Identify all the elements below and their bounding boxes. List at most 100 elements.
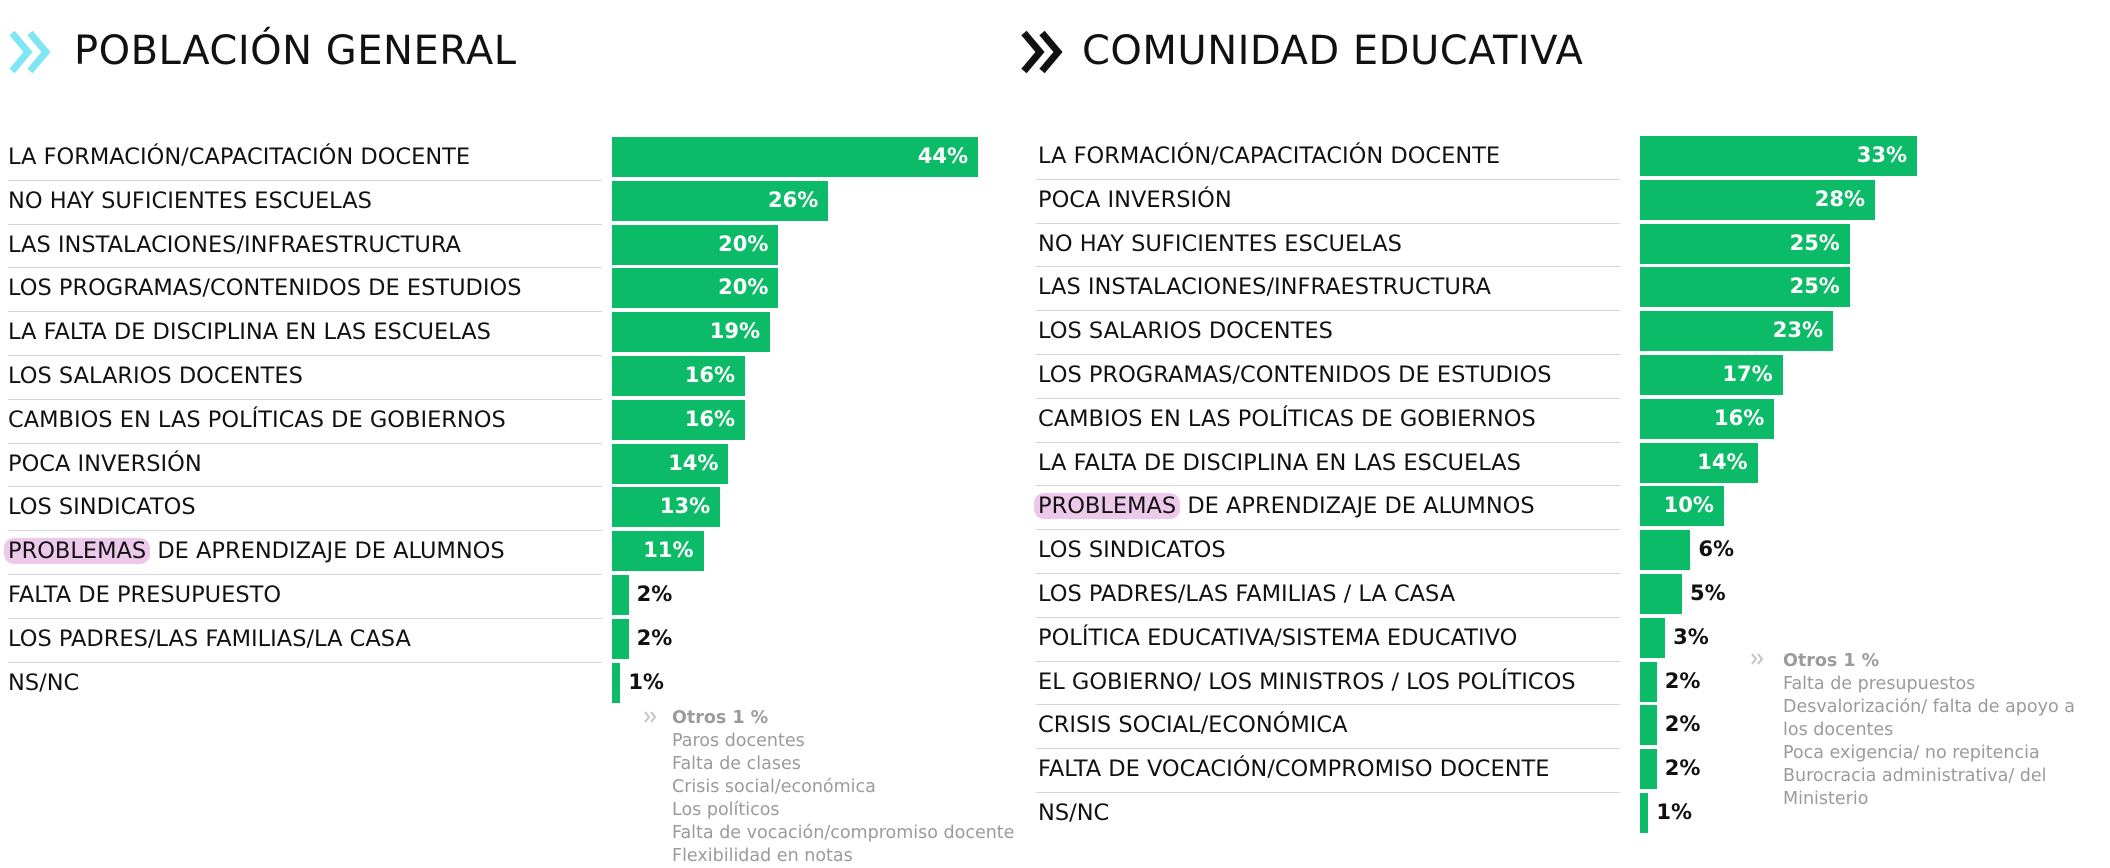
bar bbox=[1640, 398, 1775, 439]
value-label: 16% bbox=[684, 363, 736, 387]
category-label: LOS SALARIOS DOCENTES bbox=[1038, 318, 1333, 345]
bar bbox=[1640, 486, 1724, 527]
bar bbox=[1640, 136, 1917, 176]
bar bbox=[1640, 574, 1682, 614]
category-label: LOS PADRES/LAS FAMILIAS / LA CASA bbox=[1038, 581, 1456, 607]
double-chevron-right-icon bbox=[9, 30, 51, 74]
bar bbox=[612, 312, 771, 353]
value-label: 14% bbox=[1697, 449, 1748, 474]
category-label: CAMBIOS EN LAS POLÍTICAS DE GOBIERNOS bbox=[1038, 405, 1536, 432]
otros-note-item: Desvalorización/ falta de apoyo a bbox=[1783, 697, 2075, 717]
row-divider bbox=[8, 486, 602, 488]
row-divider bbox=[8, 223, 602, 225]
bar bbox=[612, 618, 629, 659]
panel-title: COMUNIDAD EDUCATIVA bbox=[1082, 28, 1584, 74]
otros-note-item: Poca exigencia/ no repitencia bbox=[1783, 743, 2040, 763]
value-label: 10% bbox=[1663, 493, 1714, 518]
bar bbox=[1640, 442, 1758, 483]
category-label: LA FALTA DE DISCIPLINA EN LAS ESCUELAS bbox=[8, 319, 491, 346]
row-divider bbox=[1036, 354, 1620, 355]
row-divider bbox=[8, 267, 602, 269]
value-label: 19% bbox=[709, 319, 761, 344]
row-divider bbox=[8, 311, 602, 313]
category-label: PROBLEMAS DE APRENDIZAJE DE ALUMNOS bbox=[4, 537, 505, 565]
otros-note-item: Paros docentes bbox=[672, 731, 805, 751]
otros-note-item: Burocracia administrativa/ del bbox=[1783, 766, 2047, 786]
highlight-marker: PROBLEMAS bbox=[4, 538, 151, 565]
value-label: 13% bbox=[659, 494, 711, 519]
category-label: PROBLEMAS DE APRENDIZAJE DE ALUMNOS bbox=[1034, 492, 1535, 520]
value-label: 28% bbox=[1814, 186, 1866, 211]
value-label: 3% bbox=[1673, 624, 1709, 649]
value-label: 23% bbox=[1772, 318, 1824, 343]
row-divider bbox=[8, 355, 602, 356]
row-divider bbox=[8, 179, 602, 181]
value-label: 25% bbox=[1789, 274, 1840, 299]
category-label: LAS INSTALACIONES/INFRAESTRUCTURA bbox=[1038, 274, 1491, 301]
row-divider bbox=[1036, 441, 1620, 443]
category-label: LA FORMACIÓN/CAPACITACIÓN DOCENTE bbox=[1038, 143, 1501, 169]
category-label: CAMBIOS EN LAS POLÍTICAS DE GOBIERNOS bbox=[8, 406, 506, 433]
value-label: 2% bbox=[1664, 668, 1701, 693]
category-label: FALTA DE PRESUPUESTO bbox=[8, 582, 282, 608]
bar bbox=[1640, 355, 1783, 395]
highlight-marker: PROBLEMAS bbox=[1034, 493, 1181, 520]
value-label: 2% bbox=[636, 625, 673, 650]
otros-note-item: los docentes bbox=[1783, 720, 1894, 740]
value-label: 16% bbox=[684, 406, 736, 431]
value-label: 20% bbox=[718, 231, 769, 256]
value-label: 6% bbox=[1698, 537, 1735, 562]
category-label: LOS SINDICATOS bbox=[8, 494, 196, 521]
row-divider bbox=[8, 661, 602, 663]
row-divider bbox=[1036, 222, 1620, 224]
value-label: 14% bbox=[668, 450, 719, 475]
otros-note-title: Otros 1 % bbox=[672, 708, 769, 728]
category-label: LA FALTA DE DISCIPLINA EN LAS ESCUELAS bbox=[1038, 449, 1521, 476]
row-divider bbox=[1036, 748, 1620, 750]
bar bbox=[612, 224, 779, 265]
otros-note-title: Otros 1 % bbox=[1783, 651, 1880, 671]
bar bbox=[612, 662, 621, 703]
double-chevron-right-icon bbox=[1021, 30, 1063, 74]
value-label: 20% bbox=[718, 275, 769, 300]
row-divider bbox=[8, 442, 602, 444]
bar bbox=[612, 356, 746, 396]
category-label: POLÍTICA EDUCATIVA/SISTEMA EDUCATIVO bbox=[1038, 624, 1518, 651]
bar bbox=[612, 137, 978, 177]
value-label: 44% bbox=[917, 144, 968, 168]
row-divider bbox=[1036, 397, 1620, 399]
row-divider bbox=[1036, 616, 1620, 618]
panel-comunidad-educativa: COMUNIDAD EDUCATIVA LA FORMACIÓN/CAPACIT… bbox=[1020, 0, 2110, 868]
bar bbox=[612, 531, 704, 572]
bar bbox=[1640, 749, 1657, 790]
category-label: POCA INVERSIÓN bbox=[1038, 186, 1232, 213]
row-divider bbox=[1036, 178, 1620, 180]
otros-note-item: Crisis social/económica bbox=[672, 777, 876, 797]
otros-note-item: Falta de clases bbox=[672, 754, 801, 774]
value-label: 33% bbox=[1856, 143, 1907, 167]
value-label: 2% bbox=[636, 582, 673, 606]
otros-note-item: Ministerio bbox=[1783, 789, 1869, 809]
panel-title: POBLACIÓN GENERAL bbox=[74, 28, 517, 74]
row-divider bbox=[1036, 573, 1620, 574]
row-divider bbox=[8, 574, 602, 575]
otros-note: Otros 1 % Paros docentes Falta de clases… bbox=[672, 707, 1014, 868]
otros-note-item: Flexibilidad en notas bbox=[672, 846, 853, 866]
category-label: CRISIS SOCIAL/ECONÓMICA bbox=[1038, 712, 1348, 739]
category-label: FALTA DE VOCACIÓN/COMPROMISO DOCENTE bbox=[1038, 756, 1550, 783]
otros-note-item: Los políticos bbox=[672, 800, 780, 820]
category-label: NS/NC bbox=[1038, 800, 1110, 826]
value-label: 5% bbox=[1689, 581, 1726, 605]
bar bbox=[612, 575, 629, 615]
value-label: 17% bbox=[1722, 362, 1773, 386]
category-label: LOS PROGRAMAS/CONTENIDOS DE ESTUDIOS bbox=[1038, 362, 1552, 388]
otros-note: Otros 1 % Falta de presupuestos Desvalor… bbox=[1783, 650, 2075, 811]
row-divider bbox=[8, 530, 602, 532]
bar bbox=[612, 487, 721, 528]
bar bbox=[1640, 705, 1657, 746]
row-divider bbox=[1036, 485, 1620, 487]
category-label: LA FORMACIÓN/CAPACITACIÓN DOCENTE bbox=[8, 144, 471, 170]
otros-note-item: Falta de presupuestos bbox=[1783, 674, 1976, 694]
category-label: NO HAY SUFICIENTES ESCUELAS bbox=[1038, 230, 1402, 257]
bar bbox=[612, 180, 829, 221]
